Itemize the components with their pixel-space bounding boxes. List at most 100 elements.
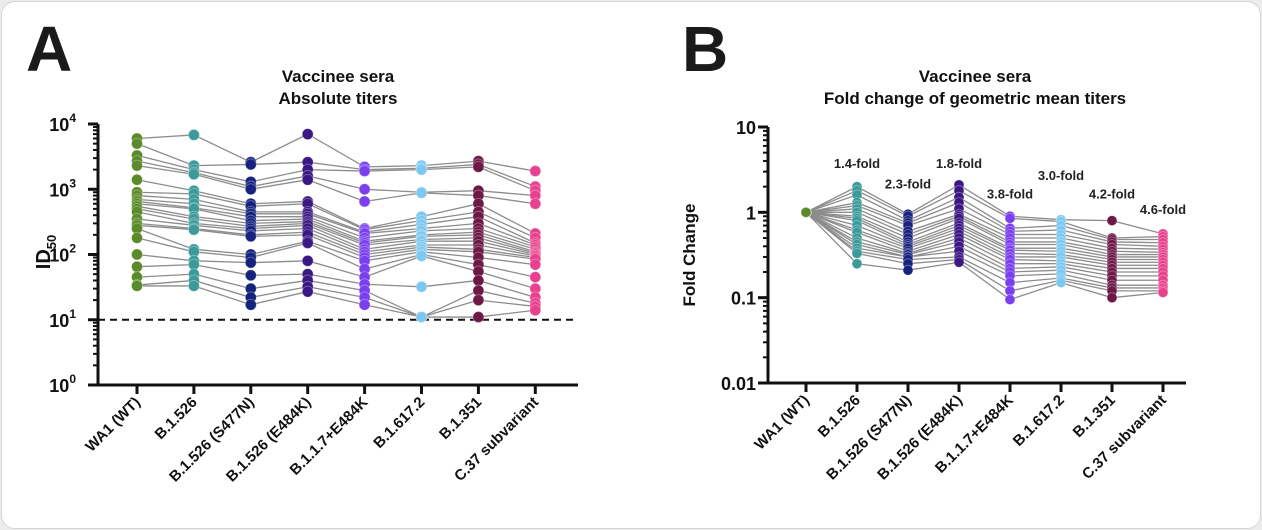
panel-a-data-point [358,183,371,196]
panel-a-donor-line [136,165,536,205]
panel-b-donor-line [805,211,1163,281]
panel-a-donor-line [136,222,536,259]
panel-b-data-point [1106,292,1118,304]
panel-a-data-point [244,230,257,243]
panel-a-data-point [301,285,314,298]
panel-a-data-point [131,280,143,292]
panel-b-donor-line [805,194,1163,241]
panel-a-data-point [187,168,200,181]
panel-a-data-point [301,237,314,249]
panel-b-fold-annotation: 2.3-fold [885,177,931,192]
panel-b-donor-line [805,189,1164,239]
panel-a-data-point [131,159,143,172]
panel-b-x-tick-label: WA1 (WT) [751,392,813,454]
panel-b-fold-annotation: 3.8-fold [987,187,1033,202]
panel-a-data-point [131,260,143,273]
panel-a-data-point [415,163,428,176]
panel-b-data-point [953,256,965,268]
panel-a-data-point [301,254,314,267]
panel-b-donor-line [805,204,1164,247]
panel-a-y-tick-label: 103 [49,176,76,200]
tick-exponent: 3 [69,176,76,190]
panel-b-x-tick-label: B.1.351 [1070,392,1119,441]
panel-b-fold-annotation: 1.4-fold [834,156,880,171]
panel-a-y-tick-label: 100 [49,372,76,396]
panel-a-data-point [131,231,143,244]
panel-a-data-point [131,137,143,150]
panel-b-donor-line [805,211,1163,263]
panel-b-data-point [1157,287,1169,298]
panel-b-donor-line [805,211,1164,301]
tick-base: 10 [49,311,69,331]
panel-a-y-tick-label: 102 [49,242,76,266]
panel-a-donor-line [136,263,536,299]
panel-b-data-point [902,264,914,276]
panel-a-donor-line [136,224,536,260]
panel-a-donor-line [136,133,536,172]
panel-a-data-point [244,269,257,282]
panel-b-donor-line [805,211,1163,292]
panel-b-donor-line [806,211,1164,253]
panel-a-data-point [415,280,428,293]
panel-a-data-point [472,311,485,323]
panel-b-donor-line [805,208,1164,250]
panel-a-data-point [415,186,428,199]
tick-exponent: 0 [69,372,76,386]
panel-b-y-tick-label: 1 [746,203,756,223]
tick-exponent: 4 [69,111,76,125]
panel-a-donor-line [136,179,536,235]
panel-a-data-point [472,294,485,307]
panel-a-data-point [358,165,371,177]
panel-a-donor-line [137,285,536,318]
panel-b-ylabel: Fold Change [680,204,699,307]
panel-a-x-tick-label: B.1.617.2 [370,394,428,452]
panel-b-title: Vaccinee sera [919,67,1032,86]
tick-exponent: 2 [69,242,76,256]
panel-b-data-point [1004,294,1016,305]
panel-a-donor-line [136,143,536,188]
panel-a-donor-line [136,198,536,246]
panel-b-fold-annotation: 4.6-fold [1140,202,1186,217]
panel-b-data-point [1106,215,1118,227]
panel-a-data-point [187,280,200,292]
panel-a-data-point [244,298,257,311]
panel-b-donor-line [805,211,1163,261]
panel-a-donor-line [136,160,536,197]
panel-a-data-point [472,161,485,173]
panel-a-data-point [529,258,542,271]
tick-base: 10 [49,246,69,266]
panel-b-x-tick-label: B.1.526 [815,392,864,441]
panel-a-x-tick-label: WA1 (WT) [82,394,144,456]
panel-a-data-point [529,271,542,284]
panel-b-data-point [1055,277,1067,289]
panel-a-y-tick-label: 101 [49,307,76,331]
panel-a-ylabel-main: ID [33,249,55,269]
panel-a-title: Vaccinee sera [282,67,395,86]
panel-b-fold-annotation: 4.2-fold [1089,187,1135,202]
panel-a-data-point [415,311,428,323]
panel-b-donor-line [805,201,1164,244]
panel-b-donor-line [805,211,1163,273]
panel-a-donor-line [136,227,536,266]
panel-a-data-point [244,256,257,269]
tick-base: 10 [49,376,69,396]
panel-b-donor-line [805,211,1163,289]
panel-a-donor-line [136,237,536,278]
panel-b-data-point [851,248,863,259]
panel-a-ylabel-sub: 50 [44,235,59,249]
panel-a-donor-line [136,218,536,257]
panel-b-donor-line [805,184,1164,235]
panel-b-fold-annotation: 1.8-fold [936,156,982,171]
panel-a-data-point [301,173,314,186]
panel-a-data-point [529,304,542,317]
panel-a-data-point [187,129,200,141]
panel-b-donor-line [805,211,1163,277]
panel-b-subtitle: Fold change of geometric mean titers [824,89,1126,108]
panel-a-donor-line [136,205,536,253]
panel-b-data-point [851,258,863,270]
panel-a-data-point [358,195,371,208]
panel-b-fold-annotation: 3.0-fold [1038,168,1084,183]
